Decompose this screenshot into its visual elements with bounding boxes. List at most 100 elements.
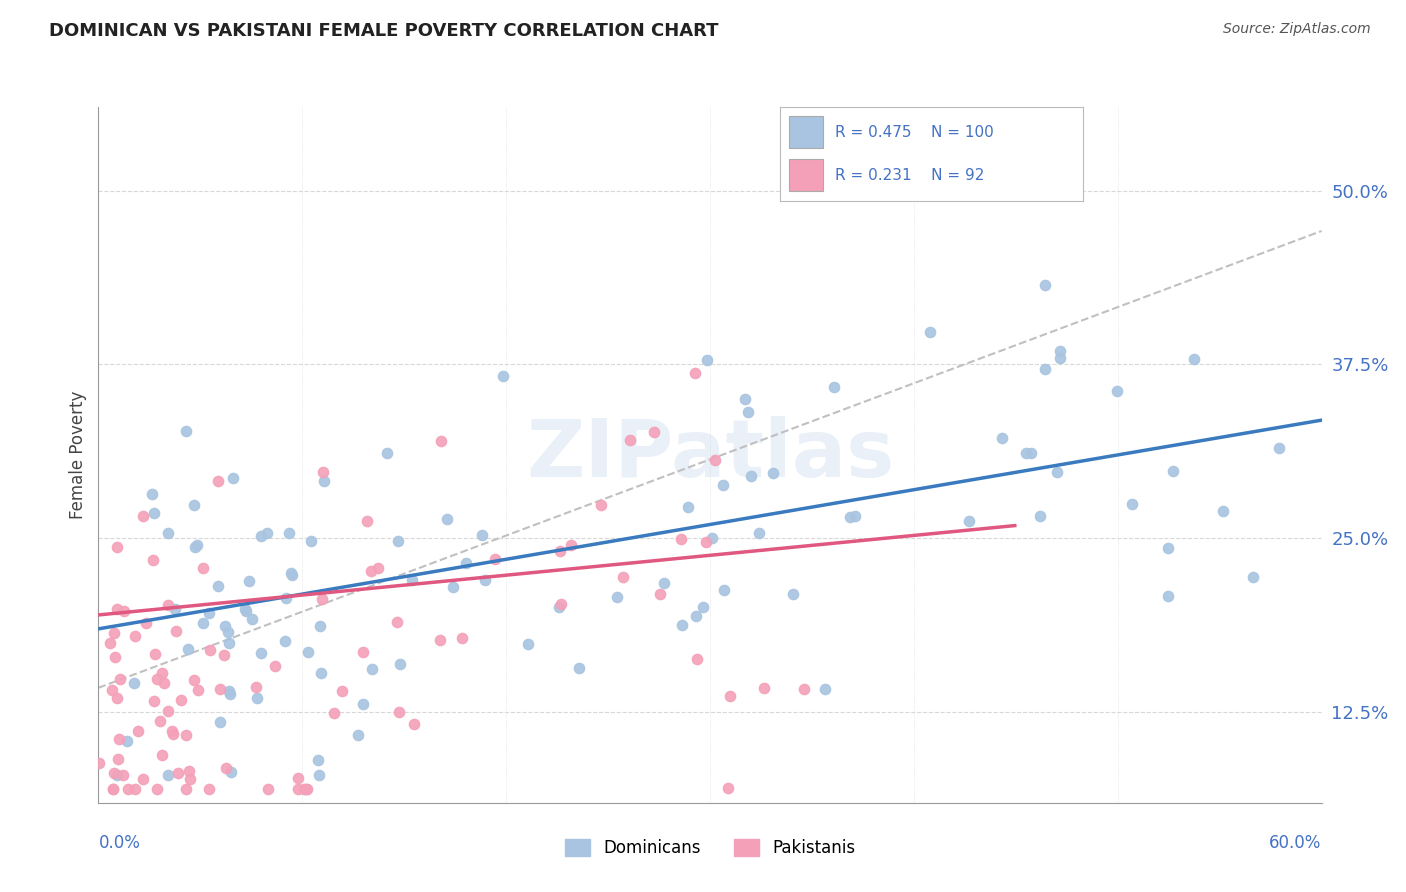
Point	[278, 526, 301, 541]
Point	[103, 765, 125, 780]
Point	[1019, 446, 1042, 460]
Point	[295, 781, 318, 796]
Point	[844, 509, 866, 524]
Point	[671, 617, 693, 632]
Point	[692, 600, 714, 615]
Point	[105, 768, 128, 782]
Point	[124, 629, 146, 643]
Point	[748, 525, 770, 540]
Point	[669, 532, 692, 546]
Point	[103, 781, 125, 796]
Text: Source: ZipAtlas.com: Source: ZipAtlas.com	[1223, 22, 1371, 37]
Point	[143, 506, 166, 520]
Point	[174, 425, 197, 439]
Point	[388, 705, 411, 719]
Point	[240, 612, 263, 626]
Point	[474, 573, 496, 587]
Point	[149, 714, 172, 728]
Point	[737, 405, 759, 419]
Point	[179, 772, 201, 787]
Point	[676, 500, 699, 514]
Point	[718, 689, 741, 703]
Point	[1121, 497, 1143, 511]
Point	[157, 598, 180, 612]
Point	[612, 570, 634, 584]
Point	[1157, 541, 1180, 555]
Point	[219, 765, 242, 780]
Point	[754, 681, 776, 696]
Point	[360, 662, 382, 676]
Point	[441, 580, 464, 594]
Point	[150, 747, 173, 762]
Point	[257, 781, 280, 796]
Point	[643, 425, 665, 440]
Point	[429, 632, 451, 647]
Point	[568, 661, 591, 675]
Point	[297, 645, 319, 659]
Point	[312, 466, 335, 480]
Point	[105, 541, 128, 555]
Point	[112, 604, 135, 618]
Point	[387, 615, 409, 630]
Point	[685, 609, 707, 624]
Point	[157, 526, 180, 541]
Point	[264, 658, 287, 673]
Point	[214, 648, 236, 662]
Point	[330, 684, 353, 698]
FancyBboxPatch shape	[789, 116, 823, 148]
Point	[89, 756, 111, 770]
Point	[1033, 362, 1056, 376]
Point	[141, 487, 163, 501]
Point	[198, 606, 221, 620]
Point	[1049, 344, 1071, 359]
Point	[145, 781, 167, 796]
Point	[1182, 352, 1205, 367]
Point	[107, 752, 129, 766]
Point	[256, 525, 278, 540]
Point	[1157, 589, 1180, 603]
Point	[1107, 384, 1129, 399]
Point	[619, 434, 641, 448]
Point	[135, 615, 157, 630]
Point	[198, 781, 221, 796]
Point	[235, 602, 257, 616]
Point	[517, 637, 540, 651]
Point	[108, 672, 131, 686]
Point	[814, 681, 837, 696]
Point	[245, 681, 267, 695]
Point	[200, 643, 222, 657]
Point	[322, 706, 344, 721]
Point	[221, 470, 243, 484]
Text: DOMINICAN VS PAKISTANI FEMALE POVERTY CORRELATION CHART: DOMINICAN VS PAKISTANI FEMALE POVERTY CO…	[49, 22, 718, 40]
Point	[352, 697, 374, 711]
Point	[163, 601, 186, 615]
Point	[492, 368, 515, 383]
Point	[127, 723, 149, 738]
Point	[167, 766, 190, 780]
Point	[297, 781, 319, 796]
Point	[219, 687, 242, 701]
Point	[280, 566, 302, 580]
Point	[430, 434, 453, 448]
Point	[793, 682, 815, 697]
Point	[103, 625, 125, 640]
Point	[115, 733, 138, 747]
Point	[367, 560, 389, 574]
Point	[311, 592, 333, 607]
Point	[112, 768, 135, 782]
Point	[307, 753, 329, 767]
Point	[1049, 351, 1071, 365]
FancyBboxPatch shape	[789, 160, 823, 191]
Point	[717, 781, 740, 796]
Point	[177, 764, 200, 779]
Text: 60.0%: 60.0%	[1270, 834, 1322, 852]
Point	[108, 732, 131, 747]
Point	[352, 645, 374, 659]
Point	[143, 648, 166, 662]
Point	[356, 514, 378, 528]
Point	[401, 573, 423, 587]
Point	[1268, 441, 1291, 455]
Point	[160, 723, 183, 738]
Point	[402, 717, 425, 731]
Point	[142, 693, 165, 707]
